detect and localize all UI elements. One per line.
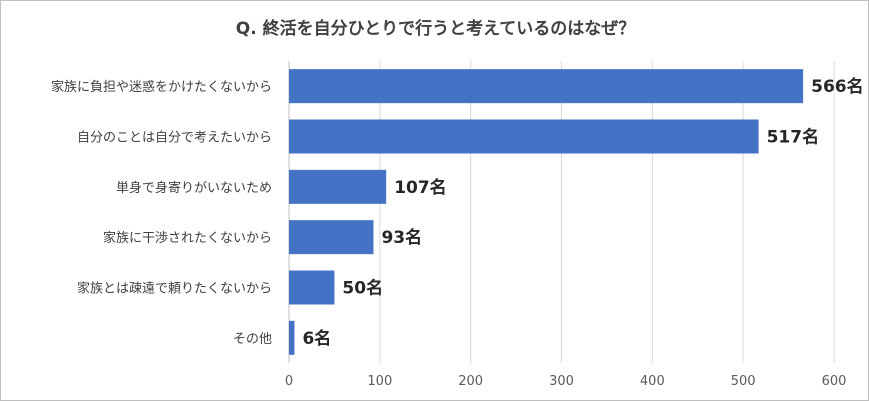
bar xyxy=(289,119,759,154)
bar xyxy=(289,270,335,305)
data-label: 566名 xyxy=(811,76,864,97)
data-label: 107名 xyxy=(394,177,447,198)
category-label: 家族に干渉されたくないから xyxy=(103,230,272,246)
x-tick-label: 300 xyxy=(549,374,574,389)
category-label: 家族とは疎遠で頼りたくないから xyxy=(77,281,272,297)
x-tick-label: 400 xyxy=(640,374,665,389)
chart-title: Q. 終活を自分ひとりで行うと考えているのはなぜ？ xyxy=(235,19,636,39)
x-tick-label: 100 xyxy=(367,374,392,389)
bar xyxy=(289,320,295,355)
category-label: その他 xyxy=(233,332,272,347)
data-label: 6名 xyxy=(302,328,331,349)
data-label: 93名 xyxy=(381,227,422,248)
bar xyxy=(289,69,804,104)
x-tick-label: 0 xyxy=(285,374,293,389)
category-label: 自分のことは自分で考えたいから xyxy=(77,131,272,146)
bar xyxy=(289,169,387,204)
x-tick-label: 600 xyxy=(822,374,847,389)
data-label: 50名 xyxy=(342,278,383,299)
x-tick-label: 200 xyxy=(458,374,483,389)
category-label: 単身で身寄りがいないため xyxy=(116,180,272,196)
bar xyxy=(289,220,374,255)
category-label: 家族に負担や迷惑をかけたくないから xyxy=(51,79,272,95)
data-label: 517名 xyxy=(767,127,820,148)
x-tick-label: 500 xyxy=(731,374,756,389)
